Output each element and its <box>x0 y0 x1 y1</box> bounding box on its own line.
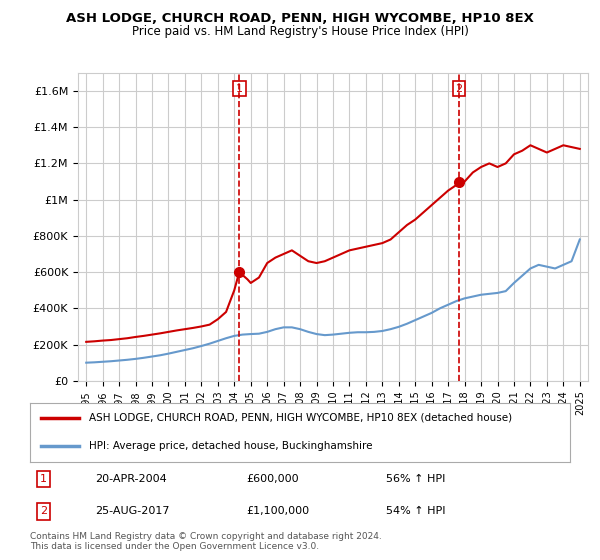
Text: 2: 2 <box>40 506 47 516</box>
Text: Contains HM Land Registry data © Crown copyright and database right 2024.
This d: Contains HM Land Registry data © Crown c… <box>30 532 382 552</box>
Text: Price paid vs. HM Land Registry's House Price Index (HPI): Price paid vs. HM Land Registry's House … <box>131 25 469 38</box>
Text: 54% ↑ HPI: 54% ↑ HPI <box>386 506 446 516</box>
Text: ASH LODGE, CHURCH ROAD, PENN, HIGH WYCOMBE, HP10 8EX (detached house): ASH LODGE, CHURCH ROAD, PENN, HIGH WYCOM… <box>89 413 512 423</box>
Text: 2: 2 <box>455 83 463 94</box>
Text: 1: 1 <box>40 474 47 484</box>
Text: 25-AUG-2017: 25-AUG-2017 <box>95 506 169 516</box>
Text: 1: 1 <box>236 83 243 94</box>
Text: 20-APR-2004: 20-APR-2004 <box>95 474 167 484</box>
Text: £600,000: £600,000 <box>246 474 299 484</box>
Text: £1,100,000: £1,100,000 <box>246 506 309 516</box>
Text: 56% ↑ HPI: 56% ↑ HPI <box>386 474 446 484</box>
Text: HPI: Average price, detached house, Buckinghamshire: HPI: Average price, detached house, Buck… <box>89 441 373 451</box>
Text: ASH LODGE, CHURCH ROAD, PENN, HIGH WYCOMBE, HP10 8EX: ASH LODGE, CHURCH ROAD, PENN, HIGH WYCOM… <box>66 12 534 25</box>
